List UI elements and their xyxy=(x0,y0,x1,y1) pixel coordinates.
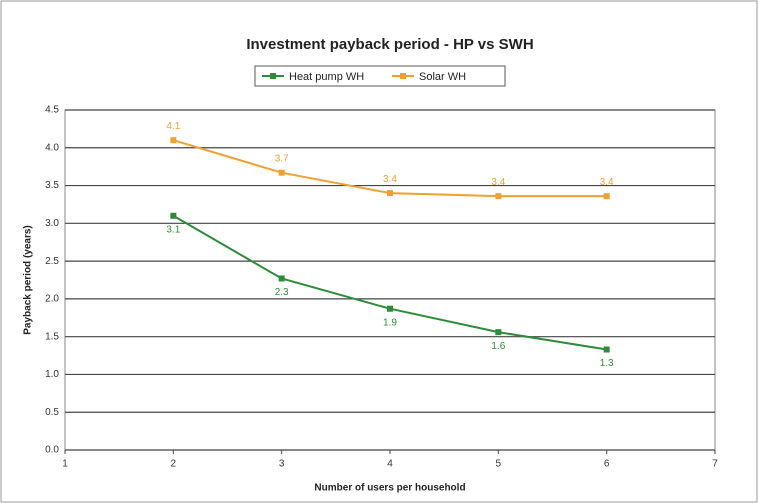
point-marker xyxy=(387,305,393,312)
data-label: 1.6 xyxy=(491,341,505,352)
data-label: 3.7 xyxy=(275,153,289,164)
data-label: 2.3 xyxy=(275,287,289,298)
legend-marker xyxy=(400,73,406,79)
x-tick-label: 2 xyxy=(171,459,177,470)
point-marker xyxy=(278,275,285,282)
x-axis-label: Number of users per household xyxy=(314,483,465,494)
y-tick-label: 3.5 xyxy=(45,180,59,191)
point-marker xyxy=(278,169,285,176)
x-tick-label: 3 xyxy=(279,459,285,470)
y-tick-label: 3.0 xyxy=(45,218,59,229)
point-marker xyxy=(170,137,177,144)
x-tick-label: 7 xyxy=(712,459,718,470)
legend-box xyxy=(254,65,506,87)
data-label: 3.1 xyxy=(166,224,180,235)
x-tick-label: 1 xyxy=(62,459,68,470)
plot-area xyxy=(64,109,716,451)
y-tick-label: 0.5 xyxy=(45,407,59,418)
legend-marker xyxy=(270,73,276,79)
data-label: 1.3 xyxy=(600,358,614,369)
data-label: 1.9 xyxy=(383,317,397,328)
point-marker xyxy=(495,329,502,336)
y-tick-label: 4.0 xyxy=(45,142,59,153)
data-label: 3.4 xyxy=(600,177,614,188)
x-tick-label: 4 xyxy=(387,459,393,470)
y-tick-label: 1.0 xyxy=(45,369,59,380)
data-label: 3.4 xyxy=(383,174,397,185)
point-marker xyxy=(170,212,177,219)
y-tick-label: 2.5 xyxy=(45,256,59,267)
point-marker xyxy=(603,193,610,200)
chart-title: Investment payback period - HP vs SWH xyxy=(246,36,533,53)
point-marker xyxy=(387,190,393,197)
point-marker xyxy=(495,193,502,200)
legend-label: Solar WH xyxy=(419,71,466,83)
data-label: 4.1 xyxy=(166,121,180,132)
y-tick-label: 0.0 xyxy=(45,445,59,456)
legend-label: Heat pump WH xyxy=(289,71,364,83)
y-axis-label: Payback period (years) xyxy=(23,225,34,335)
y-tick-label: 2.0 xyxy=(45,294,59,305)
point-marker xyxy=(603,346,610,353)
x-tick-label: 6 xyxy=(604,459,610,470)
data-label: 3.4 xyxy=(491,177,505,188)
x-tick-label: 5 xyxy=(496,459,502,470)
y-tick-label: 4.5 xyxy=(45,105,59,116)
y-tick-label: 1.5 xyxy=(45,331,59,342)
